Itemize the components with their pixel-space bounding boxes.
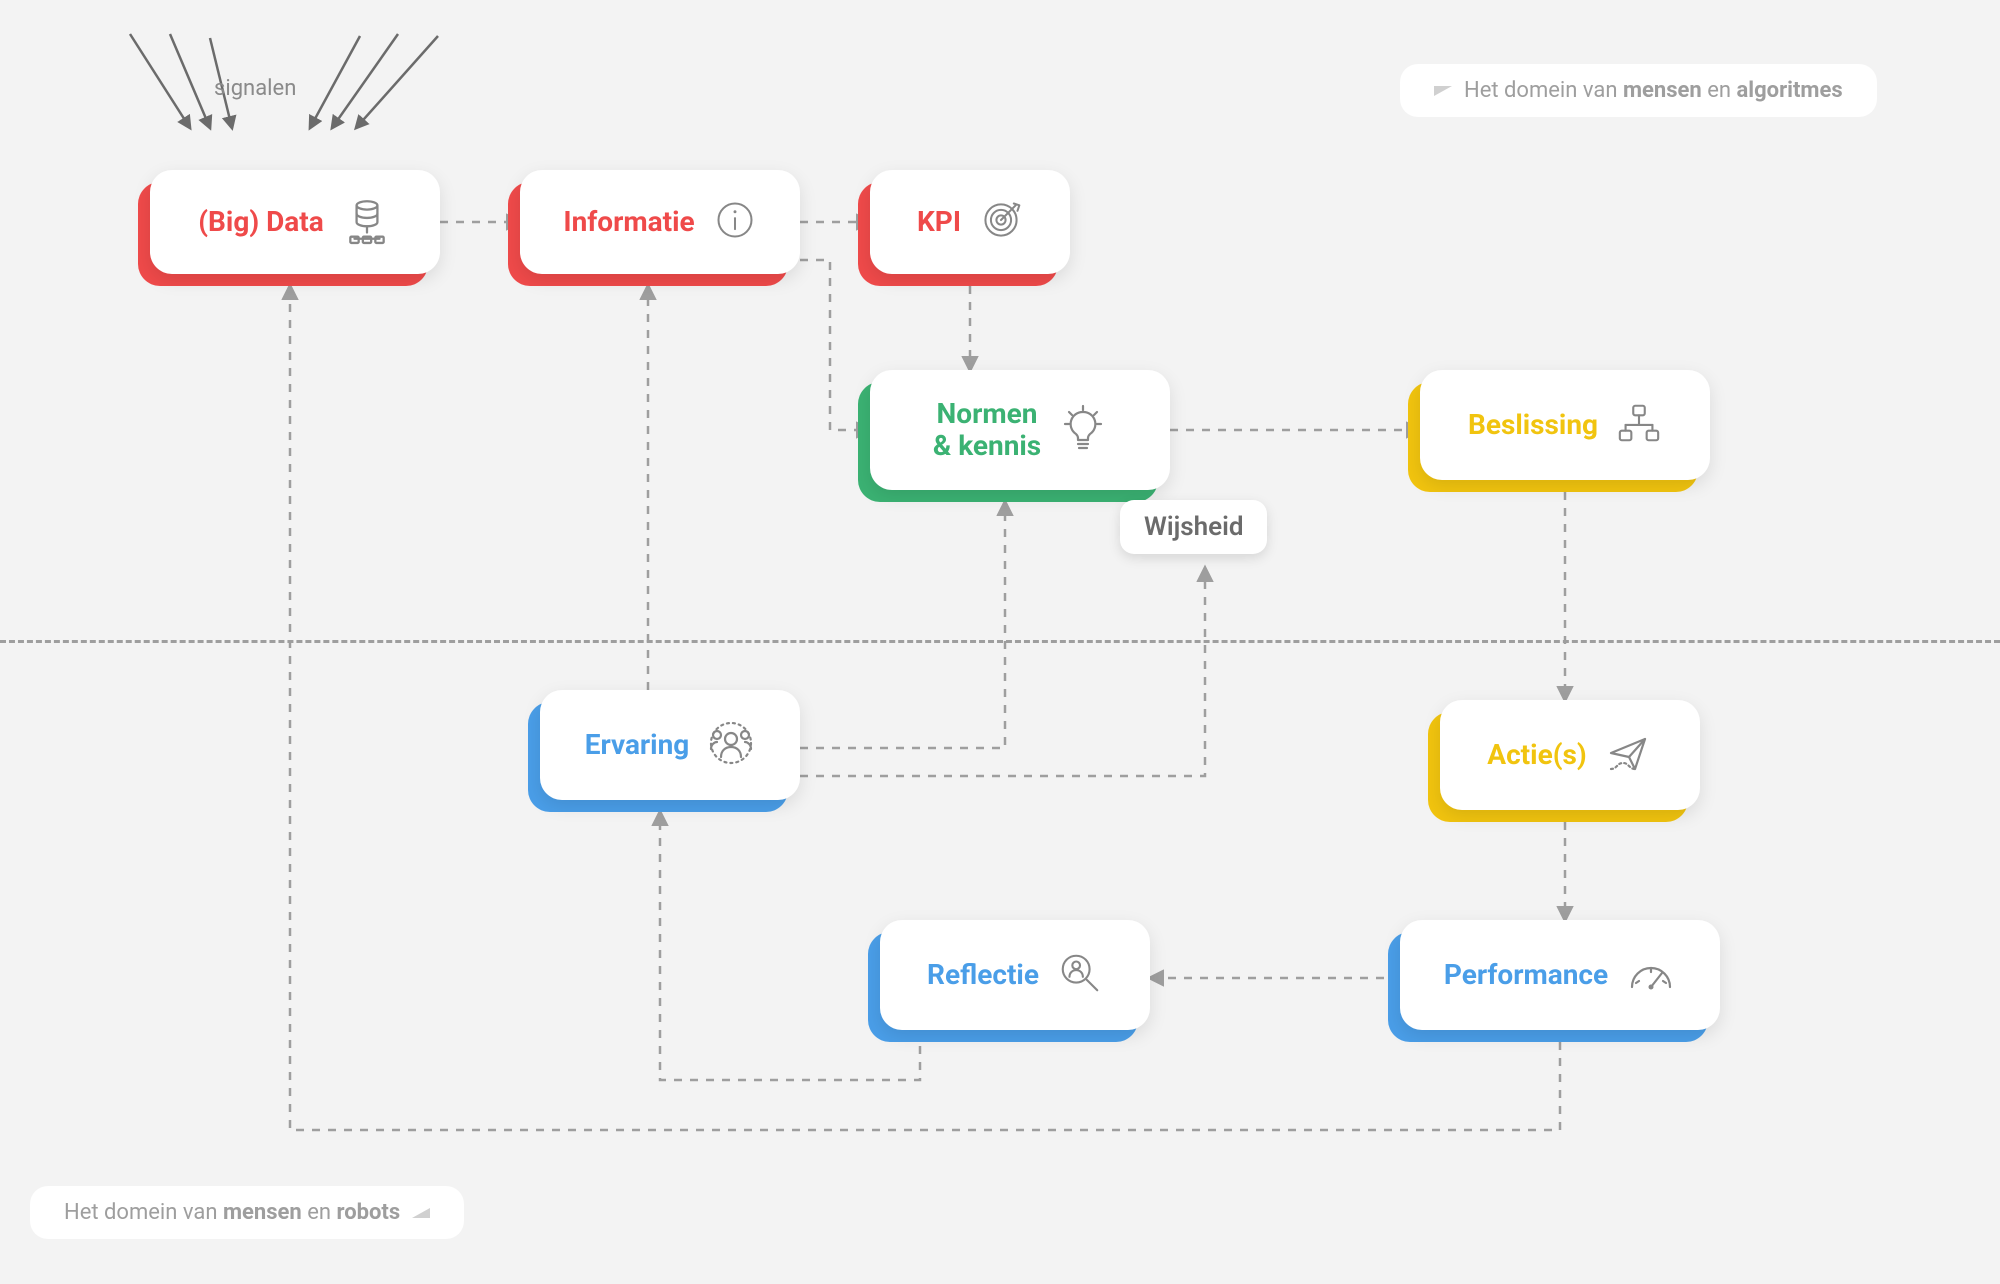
edge-ervaring_right-normen_bot: [800, 502, 1005, 748]
hierarchy-icon: [1616, 400, 1662, 450]
node-label: Ervaring: [585, 729, 690, 761]
node-kpi: KPI: [870, 170, 1070, 274]
node-bigdata: (Big) Data: [150, 170, 440, 274]
node-front: Beslissing: [1420, 370, 1710, 480]
edge-ervaring_feedback-wijsheid_bot: [800, 568, 1205, 776]
diagram-canvas: signalen Het domein van mensen en algori…: [0, 0, 2000, 1284]
node-label: KPI: [917, 206, 961, 238]
node-label: Performance: [1444, 959, 1608, 991]
section-label-top: Het domein van mensen en algoritmes: [1400, 64, 1877, 117]
node-label: Normen & kennis: [933, 398, 1041, 462]
magnify-person-icon: [1057, 950, 1103, 1000]
node-reflectie: Reflectie: [880, 920, 1150, 1030]
node-label: Reflectie: [927, 959, 1039, 991]
node-ervaring: Ervaring: [540, 690, 800, 800]
node-front: KPI: [870, 170, 1070, 274]
info-icon: [713, 198, 757, 246]
horizontal-divider: [0, 640, 2000, 643]
signals-label: signalen: [214, 76, 296, 101]
node-beslissing: Beslissing: [1420, 370, 1710, 480]
node-front: Reflectie: [880, 920, 1150, 1030]
node-front: Ervaring: [540, 690, 800, 800]
wedge-icon: [412, 1208, 430, 1218]
tag-label: Wijsheid: [1144, 512, 1243, 542]
send-icon: [1605, 729, 1653, 781]
database-tree-icon: [342, 195, 392, 249]
node-front: Actie(s): [1440, 700, 1700, 810]
node-informatie: Informatie: [520, 170, 800, 274]
node-label: Actie(s): [1487, 739, 1586, 771]
section-top-text: Het domein van mensen en algoritmes: [1464, 78, 1843, 103]
tag-wijsheid: Wijsheid: [1120, 500, 1267, 554]
target-icon: [979, 198, 1023, 246]
node-front: Informatie: [520, 170, 800, 274]
node-front: Performance: [1400, 920, 1720, 1030]
node-normen: Normen & kennis: [870, 370, 1170, 490]
node-performance: Performance: [1400, 920, 1720, 1030]
bulb-icon: [1059, 404, 1107, 456]
wedge-icon: [1434, 86, 1452, 96]
people-icon: [707, 719, 755, 771]
node-front: (Big) Data: [150, 170, 440, 274]
node-front: Normen & kennis: [870, 370, 1170, 490]
node-label: Beslissing: [1468, 409, 1598, 441]
section-label-bottom: Het domein van mensen en robots: [30, 1186, 464, 1239]
section-bottom-text: Het domein van mensen en robots: [64, 1200, 400, 1225]
gauge-icon: [1626, 953, 1676, 997]
node-label: (Big) Data: [198, 206, 324, 238]
node-label: Informatie: [563, 206, 694, 238]
node-acties: Actie(s): [1440, 700, 1700, 810]
